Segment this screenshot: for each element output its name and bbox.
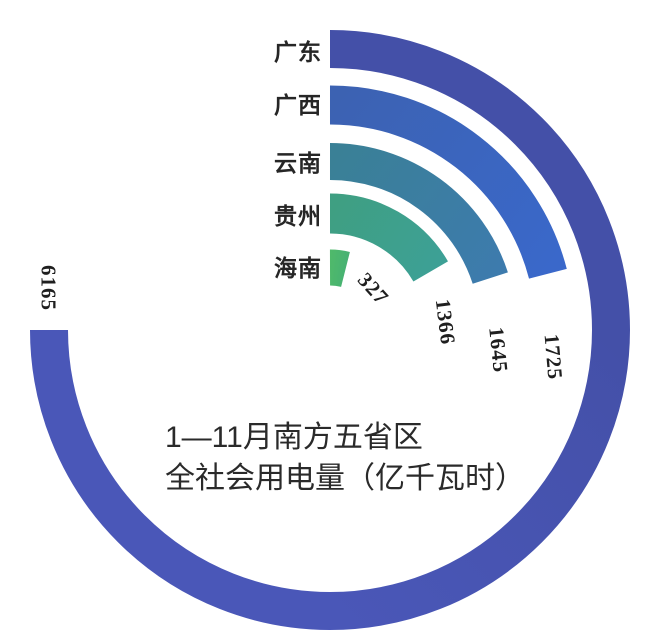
category-label-hainan: 海南 xyxy=(274,255,322,281)
bar-arc-guizhou xyxy=(329,193,448,283)
chart-title-line2: 全社会用电量（亿千瓦时） xyxy=(165,462,525,495)
bar-arc-hainan xyxy=(329,249,350,287)
category-label-guangxi: 广西 xyxy=(274,92,322,118)
bar-arc-yunnan xyxy=(329,143,508,285)
category-label-guangdong: 广东 xyxy=(274,39,322,65)
chart-title: 1—11月南方五省区 全社会用电量（亿千瓦时） xyxy=(165,417,525,499)
value-label-yunnan: 1645 xyxy=(484,325,513,375)
category-label-yunnan: 云南 xyxy=(274,150,322,176)
chart-title-line1: 1—11月南方五省区 xyxy=(165,421,423,454)
value-label-guangdong: 6165 xyxy=(36,265,61,311)
category-label-guizhou: 贵州 xyxy=(274,203,322,229)
bar-arc-guangdong xyxy=(30,30,630,630)
bar-arc-guangxi xyxy=(329,85,567,279)
value-label-guangxi: 1725 xyxy=(539,332,568,381)
